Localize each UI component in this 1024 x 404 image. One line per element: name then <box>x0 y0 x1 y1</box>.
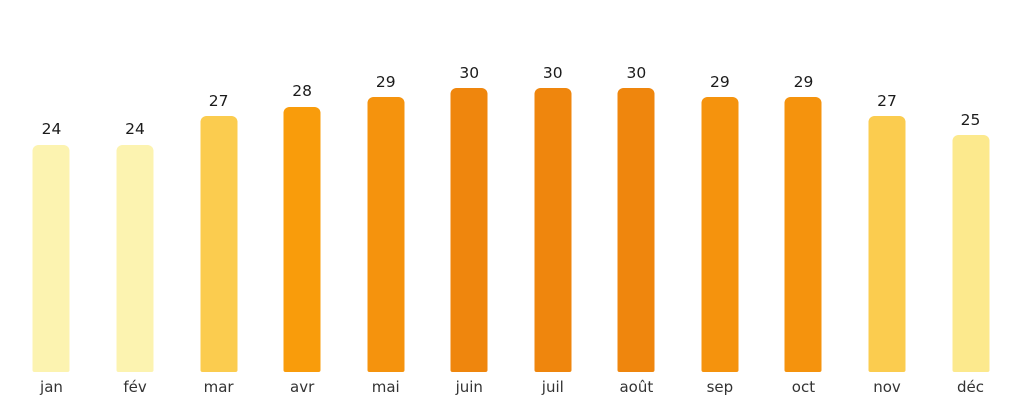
bar-month-label: fév <box>123 378 147 396</box>
bar-value-label: 27 <box>208 91 229 110</box>
bar-month-label: juil <box>541 378 564 396</box>
bar-month-label: mai <box>371 378 400 396</box>
bar-group: 24 jan <box>10 0 94 404</box>
bar-group: 24 fév <box>93 0 177 404</box>
bar-month-label: sep <box>706 378 734 396</box>
bar-month-label: déc <box>957 378 985 396</box>
bar-month-label: oct <box>791 378 816 396</box>
bar-group: 30 juil <box>511 0 595 404</box>
bar-value-label: 27 <box>877 91 897 110</box>
bar-group: 29 sep <box>678 0 762 404</box>
bar <box>534 88 572 372</box>
bar-month-label: nov <box>873 378 901 396</box>
bar-month-label: juin <box>455 378 483 396</box>
bar-value-label: 24 <box>41 120 62 139</box>
bar <box>868 116 906 372</box>
bar-value-label: 30 <box>626 63 647 82</box>
bar <box>952 135 990 372</box>
bar-value-label: 28 <box>292 82 313 101</box>
bar-group: 30 août <box>595 0 679 404</box>
bar <box>784 97 822 372</box>
bar <box>32 144 70 372</box>
bar-value-label: 24 <box>125 120 145 139</box>
bar-month-label: jan <box>40 378 63 396</box>
bar-group: 29 mai <box>344 0 428 404</box>
bar <box>367 97 405 372</box>
bar-group: 25 déc <box>929 0 1013 404</box>
bar-month-label: mar <box>203 378 234 396</box>
bar <box>701 97 739 372</box>
bar-value-label: 29 <box>710 72 730 91</box>
bar-value-label: 30 <box>459 63 480 82</box>
bar-value-label: 29 <box>375 72 396 91</box>
bar-group: 30 juin <box>427 0 511 404</box>
bar-value-label: 25 <box>960 110 981 129</box>
bar-value-label: 30 <box>542 63 563 82</box>
bar-group: 27 mar <box>177 0 261 404</box>
bar <box>200 116 238 372</box>
bar-group: 28 avr <box>260 0 344 404</box>
bar-group: 29 oct <box>762 0 846 404</box>
bar <box>450 88 488 372</box>
bar-month-label: août <box>619 378 654 396</box>
bar-value-label: 29 <box>793 72 814 91</box>
bar <box>283 106 321 372</box>
bar <box>116 144 154 372</box>
bar-group: 27 nov <box>845 0 929 404</box>
bar-month-label: avr <box>290 378 315 396</box>
bar <box>617 88 655 372</box>
